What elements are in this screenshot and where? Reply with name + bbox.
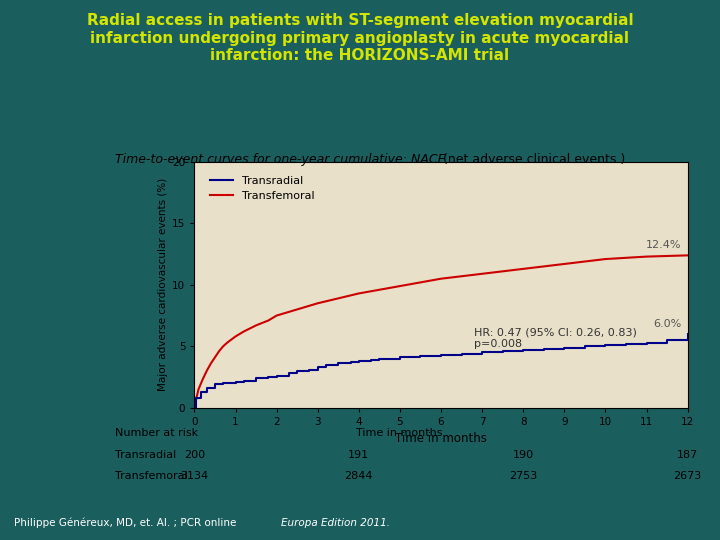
Transradial (621, 341, 630, 347)
Transradial (436, 352, 445, 358)
Text: 2673: 2673 (673, 471, 702, 482)
Transradial (366, 356, 375, 363)
Transfemoral (264, 317, 273, 323)
Transradial (197, 388, 205, 395)
Transfemoral (223, 339, 232, 346)
Transradial (334, 360, 343, 367)
Transfemoral (219, 343, 228, 349)
Transfemoral (207, 360, 215, 367)
Transradial (211, 381, 220, 388)
Line: Transfemoral: Transfemoral (194, 255, 688, 408)
Transradial (313, 364, 322, 370)
Line: Transradial: Transradial (194, 334, 688, 408)
Transradial (539, 346, 548, 352)
Transradial (219, 380, 228, 387)
Transfemoral (190, 404, 199, 411)
Transfemoral (215, 348, 223, 354)
Text: Time-to-event curves for one-year cumulative: NACE: Time-to-event curves for one-year cumula… (115, 153, 450, 166)
Transfemoral (416, 279, 425, 286)
Transradial (264, 374, 273, 380)
Text: HR: 0.47 (95% CI: 0.26, 0.83)
p=0.008: HR: 0.47 (95% CI: 0.26, 0.83) p=0.008 (474, 328, 636, 349)
Text: 191: 191 (348, 450, 369, 460)
Transradial (192, 395, 201, 401)
Transradial (560, 345, 569, 351)
Text: (net adverse clinical events ): (net adverse clinical events ) (443, 153, 625, 166)
Transfemoral (621, 254, 630, 261)
Transradial (395, 354, 404, 361)
Transfemoral (395, 283, 404, 289)
Transfemoral (194, 386, 203, 393)
Transfemoral (313, 300, 322, 307)
X-axis label: Time in months: Time in months (395, 433, 487, 446)
Transfemoral (519, 266, 528, 272)
Text: 2753: 2753 (509, 471, 537, 482)
Text: Radial access in patients with ST-segment elevation myocardial
infarction underg: Radial access in patients with ST-segmen… (86, 14, 634, 63)
Transradial (498, 348, 507, 354)
Transradial (354, 358, 363, 365)
Transradial (252, 375, 261, 381)
Transfemoral (334, 295, 343, 302)
Transradial (346, 359, 355, 366)
Transradial (416, 353, 425, 359)
Transradial (457, 350, 466, 357)
Transfemoral (252, 322, 261, 329)
Transradial (519, 347, 528, 353)
Transradial (601, 342, 610, 348)
Transradial (190, 404, 199, 411)
Text: 3134: 3134 (180, 471, 209, 482)
Text: Number at risk: Number at risk (115, 428, 198, 438)
Text: 187: 187 (677, 450, 698, 460)
Transradial (683, 330, 692, 337)
Text: 190: 190 (513, 450, 534, 460)
Text: Transradial: Transradial (115, 450, 176, 460)
Transfemoral (202, 368, 211, 374)
Transradial (293, 368, 302, 374)
Text: Philippe Généreux, MD, et. Al. ; PCR online: Philippe Généreux, MD, et. Al. ; PCR onl… (14, 518, 240, 528)
Transfemoral (239, 328, 248, 335)
Text: 12.4%: 12.4% (646, 240, 681, 251)
Transfemoral (683, 252, 692, 259)
Transfemoral (354, 290, 363, 296)
Legend: Transradial, Transfemoral: Transradial, Transfemoral (205, 170, 320, 207)
Y-axis label: Major adverse cardiovascular events (%): Major adverse cardiovascular events (%) (158, 178, 168, 392)
Transradial (231, 379, 240, 385)
Text: 2844: 2844 (345, 471, 373, 482)
Transradial (305, 366, 314, 373)
Text: Time in months: Time in months (356, 428, 443, 438)
Transfemoral (436, 275, 445, 282)
Transfemoral (498, 268, 507, 274)
Transfemoral (560, 261, 569, 267)
Text: Transfemoral: Transfemoral (115, 471, 188, 482)
Transfemoral (231, 333, 240, 340)
Transfemoral (272, 312, 281, 319)
Transradial (284, 370, 293, 376)
Transradial (272, 373, 281, 379)
Transfemoral (580, 258, 589, 265)
Transradial (202, 385, 211, 392)
Transfemoral (642, 253, 651, 260)
Transradial (662, 337, 671, 343)
Transfemoral (662, 253, 671, 259)
Transfemoral (601, 256, 610, 262)
Transradial (478, 349, 487, 356)
Text: 200: 200 (184, 450, 205, 460)
Transradial (642, 339, 651, 346)
Transfemoral (375, 287, 384, 293)
Text: 6.0%: 6.0% (653, 319, 681, 329)
Transfemoral (211, 354, 220, 361)
Text: Europa Edition 2011.: Europa Edition 2011. (281, 518, 390, 528)
Transradial (322, 361, 330, 368)
Transfemoral (478, 271, 487, 277)
Transradial (375, 355, 384, 362)
Transfemoral (198, 376, 207, 383)
Transfemoral (293, 306, 302, 313)
Transfemoral (192, 395, 201, 401)
Transfemoral (539, 263, 548, 269)
Transradial (239, 377, 248, 384)
Transfemoral (457, 273, 466, 280)
Transradial (580, 343, 589, 349)
